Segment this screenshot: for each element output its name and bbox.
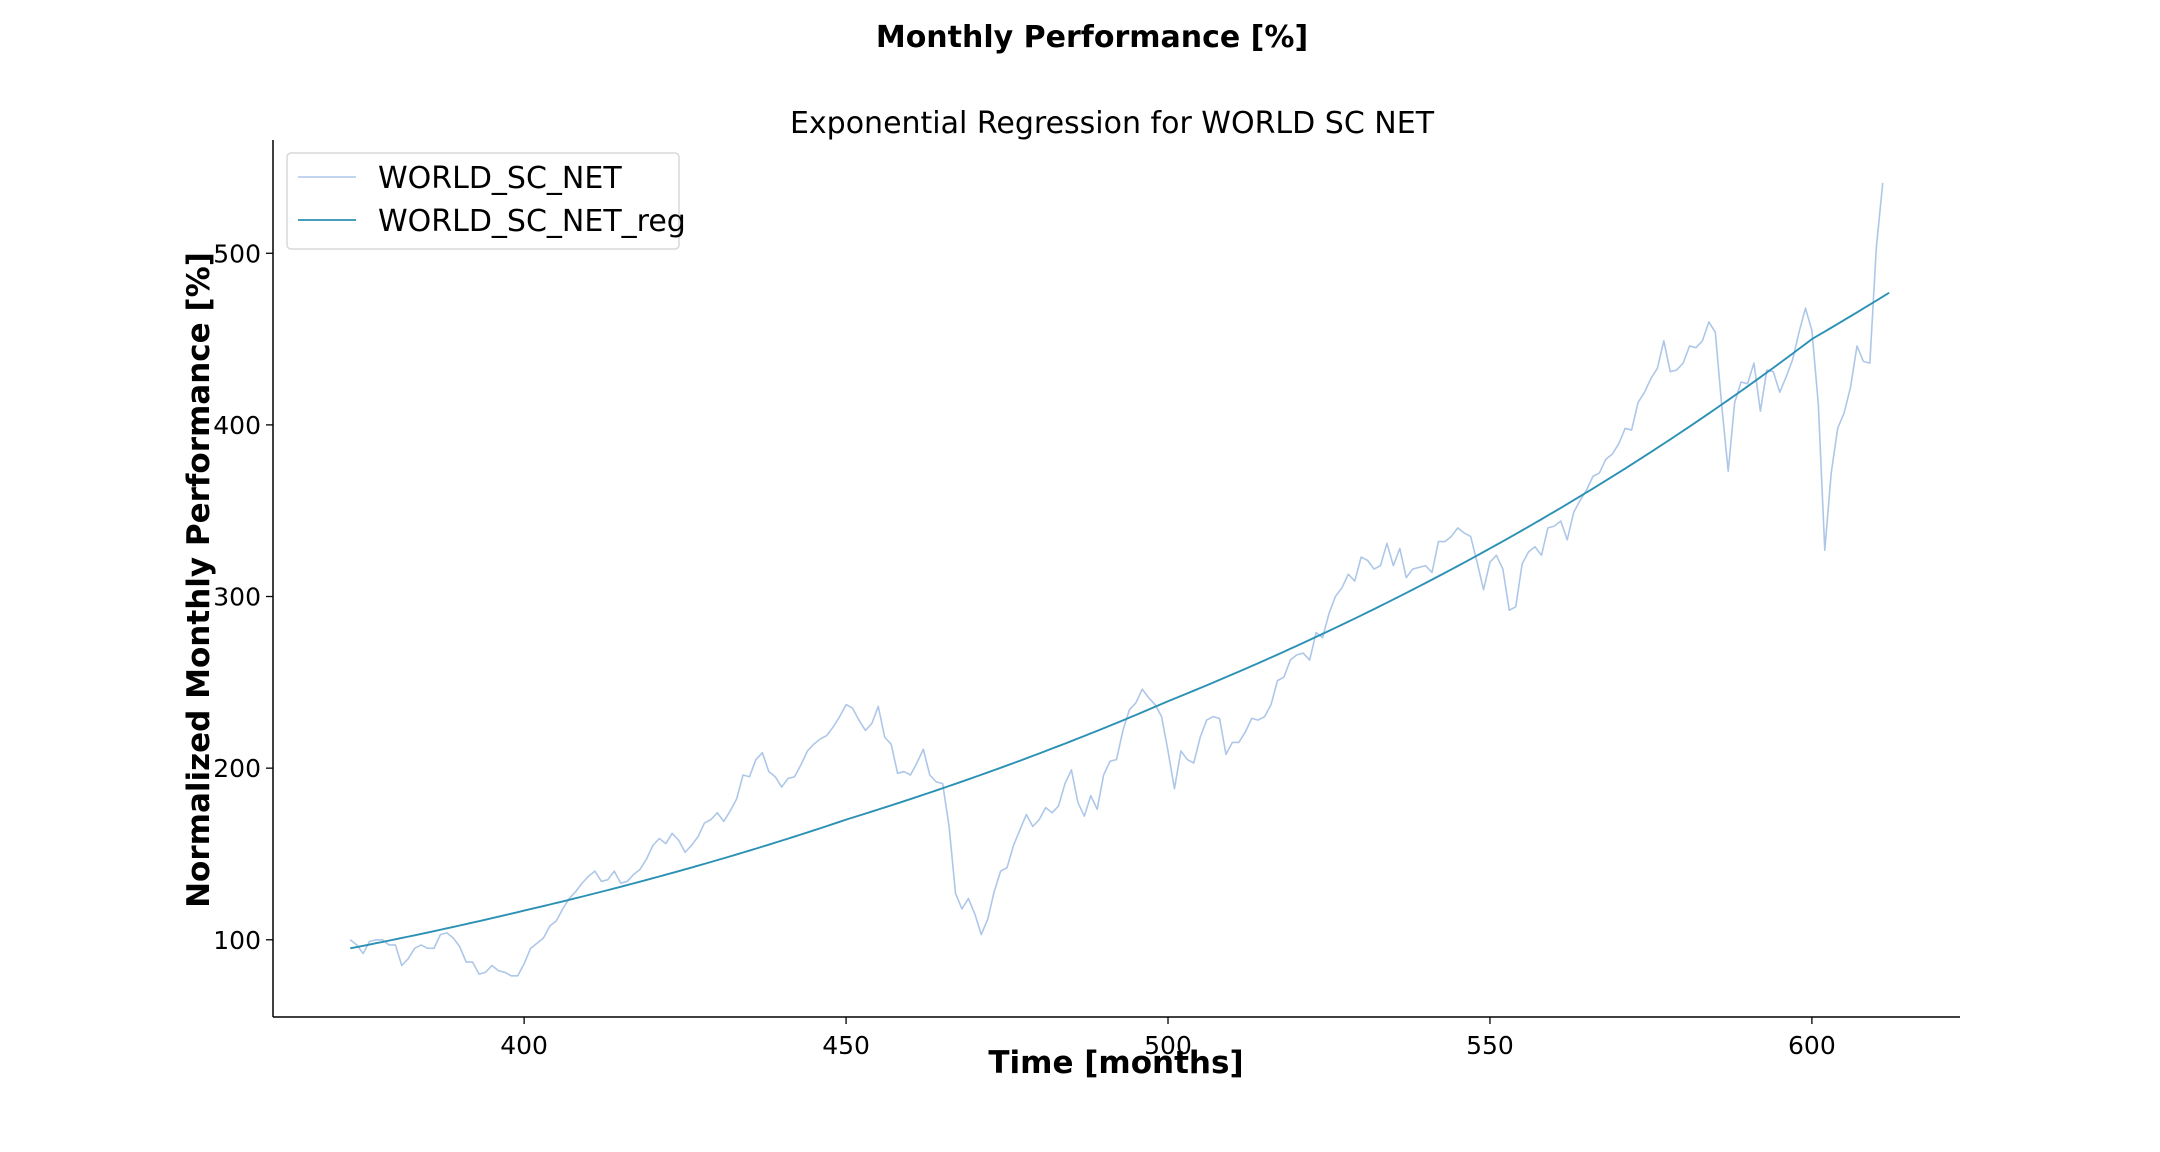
chart-title: Exponential Regression for WORLD SC NET: [790, 106, 1435, 141]
series-line-world-sc-net: [349, 182, 1884, 977]
figure-suptitle: Monthly Performance [%]: [876, 20, 1308, 55]
plot-area: 400 450 500 550 600 100 200 300 400 500: [213, 140, 1960, 1060]
x-tick-label: 450: [822, 1031, 870, 1060]
x-tick-label: 600: [1788, 1031, 1836, 1060]
x-tick-label: 500: [1144, 1031, 1192, 1060]
x-tick-label: 550: [1466, 1031, 1514, 1060]
y-axis-label: Normalized Monthly Performance [%]: [181, 252, 217, 908]
y-tick-label: 200: [213, 754, 261, 783]
legend-label-world-sc-net-reg: WORLD_SC_NET_reg: [378, 204, 686, 239]
y-tick-label: 100: [213, 926, 261, 955]
y-tick-label: 400: [213, 411, 261, 440]
y-tick-label: 500: [213, 239, 261, 268]
legend: WORLD_SC_NET WORLD_SC_NET_reg: [286, 152, 686, 250]
x-tick-label: 400: [500, 1031, 548, 1060]
x-axis-label: Time [months]: [988, 1045, 1243, 1081]
y-tick-label: 300: [213, 583, 261, 612]
legend-label-world-sc-net: WORLD_SC_NET: [378, 161, 622, 196]
series-line-world-sc-net-reg: [350, 291, 1890, 950]
legend-frame: [286, 152, 680, 250]
